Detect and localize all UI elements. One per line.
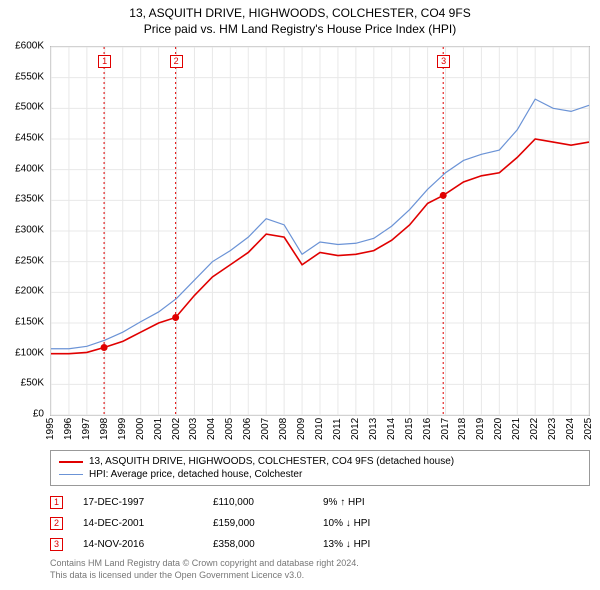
x-tick-label: 2019: [475, 418, 486, 440]
x-tick-label: 1998: [99, 418, 110, 440]
y-tick-label: £400K: [0, 163, 44, 174]
legend-label: 13, ASQUITH DRIVE, HIGHWOODS, COLCHESTER…: [89, 456, 454, 467]
x-tick-label: 1999: [117, 418, 128, 440]
page: 13, ASQUITH DRIVE, HIGHWOODS, COLCHESTER…: [0, 0, 600, 590]
title-address: 13, ASQUITH DRIVE, HIGHWOODS, COLCHESTER…: [0, 6, 600, 20]
y-tick-label: £0: [0, 409, 44, 420]
sale-marker-1: 1: [98, 55, 111, 68]
sales-table: 1 17-DEC-1997 £110,000 9% ↑ HPI 2 14-DEC-2001…: [50, 492, 590, 555]
x-tick-label: 2000: [135, 418, 146, 440]
y-tick-label: £300K: [0, 225, 44, 236]
sale-row-price: £159,000: [213, 518, 303, 529]
x-tick-label: 2009: [296, 418, 307, 440]
x-tick-label: 2004: [206, 418, 217, 440]
y-tick-label: £550K: [0, 71, 44, 82]
sale-row: 2 14-DEC-2001 £159,000 10% ↓ HPI: [50, 513, 590, 534]
x-tick-label: 2023: [547, 418, 558, 440]
x-tick-label: 2010: [314, 418, 325, 440]
x-tick-label: 1995: [45, 418, 56, 440]
x-tick-label: 2001: [153, 418, 164, 440]
x-tick-label: 2005: [224, 418, 235, 440]
sale-row-number: 2: [50, 517, 63, 530]
x-tick-label: 2014: [386, 418, 397, 440]
sale-row-price: £110,000: [213, 497, 303, 508]
chart-plot-area: 1 2 3: [50, 46, 590, 416]
x-tick-label: 2003: [188, 418, 199, 440]
x-tick-label: 2024: [565, 418, 576, 440]
y-tick-label: £100K: [0, 347, 44, 358]
x-tick-label: 2011: [332, 418, 343, 440]
x-tick-label: 2015: [404, 418, 415, 440]
footer-line1: Contains HM Land Registry data © Crown c…: [50, 558, 590, 570]
sale-row-date: 14-DEC-2001: [83, 518, 193, 529]
sale-row-price: £358,000: [213, 539, 303, 550]
legend: 13, ASQUITH DRIVE, HIGHWOODS, COLCHESTER…: [50, 450, 590, 486]
y-axis-labels: £0£50K£100K£150K£200K£250K£300K£350K£400…: [0, 46, 48, 416]
legend-item: HPI: Average price, detached house, Colc…: [59, 468, 581, 481]
legend-swatch: [59, 474, 83, 475]
x-tick-label: 2002: [171, 418, 182, 440]
x-axis-labels: 1995199619971998199920002001200220032004…: [50, 418, 590, 448]
x-tick-label: 2020: [493, 418, 504, 440]
y-tick-label: £350K: [0, 194, 44, 205]
sale-row-diff: 13% ↓ HPI: [323, 539, 413, 550]
x-tick-label: 2008: [278, 418, 289, 440]
x-tick-label: 1997: [81, 418, 92, 440]
legend-swatch: [59, 461, 83, 463]
y-tick-label: £500K: [0, 102, 44, 113]
x-tick-label: 2025: [583, 418, 594, 440]
chart-svg: [51, 47, 589, 415]
sale-row-number: 3: [50, 538, 63, 551]
footer-line2: This data is licensed under the Open Gov…: [50, 570, 590, 582]
y-tick-label: £450K: [0, 133, 44, 144]
legend-item: 13, ASQUITH DRIVE, HIGHWOODS, COLCHESTER…: [59, 455, 581, 468]
sale-row-diff: 9% ↑ HPI: [323, 497, 413, 508]
title-subtitle: Price paid vs. HM Land Registry's House …: [0, 22, 600, 36]
x-tick-label: 2007: [260, 418, 271, 440]
sale-row-date: 14-NOV-2016: [83, 539, 193, 550]
y-tick-label: £50K: [0, 378, 44, 389]
x-tick-label: 2013: [368, 418, 379, 440]
sale-row-diff: 10% ↓ HPI: [323, 518, 413, 529]
sale-row: 1 17-DEC-1997 £110,000 9% ↑ HPI: [50, 492, 590, 513]
titles: 13, ASQUITH DRIVE, HIGHWOODS, COLCHESTER…: [0, 0, 600, 36]
y-tick-label: £150K: [0, 317, 44, 328]
x-tick-label: 2006: [242, 418, 253, 440]
sale-marker-2: 2: [170, 55, 183, 68]
sale-marker-3: 3: [437, 55, 450, 68]
x-tick-label: 2017: [440, 418, 451, 440]
x-tick-label: 2012: [350, 418, 361, 440]
sale-row-date: 17-DEC-1997: [83, 497, 193, 508]
x-tick-label: 2018: [457, 418, 468, 440]
y-tick-label: £250K: [0, 255, 44, 266]
y-tick-label: £200K: [0, 286, 44, 297]
legend-label: HPI: Average price, detached house, Colc…: [89, 469, 302, 480]
x-tick-label: 1996: [63, 418, 74, 440]
sale-row: 3 14-NOV-2016 £358,000 13% ↓ HPI: [50, 534, 590, 555]
y-tick-label: £600K: [0, 41, 44, 52]
x-tick-label: 2021: [511, 418, 522, 440]
sale-row-number: 1: [50, 496, 63, 509]
footer: Contains HM Land Registry data © Crown c…: [50, 558, 590, 581]
x-tick-label: 2016: [422, 418, 433, 440]
x-tick-label: 2022: [529, 418, 540, 440]
